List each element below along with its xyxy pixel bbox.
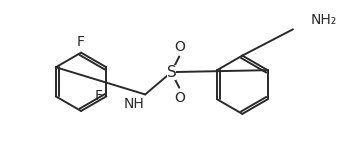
Text: F: F [77,35,85,49]
Text: F: F [94,89,102,103]
Text: S: S [167,65,176,80]
Text: NH₂: NH₂ [311,13,337,27]
Text: O: O [174,91,185,104]
Text: O: O [174,40,185,54]
Text: NH: NH [123,97,144,111]
